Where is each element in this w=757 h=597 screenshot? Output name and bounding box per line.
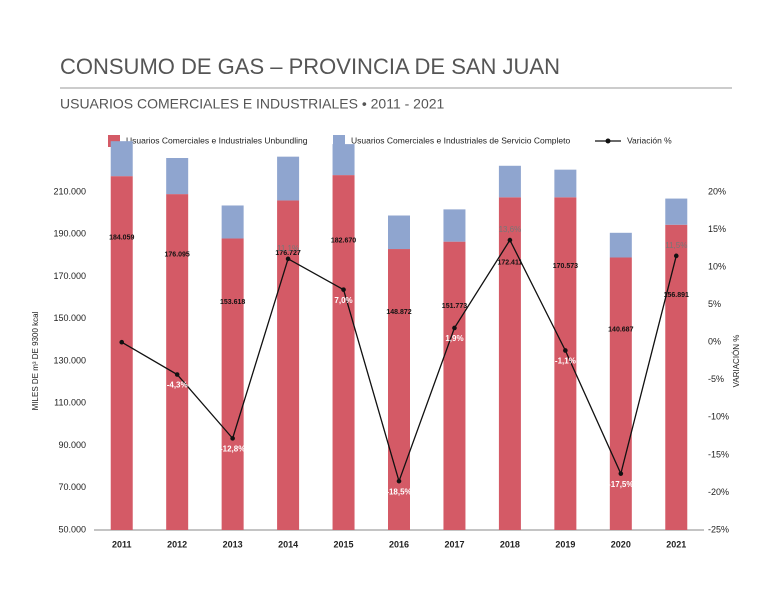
- x-tick-label: 2018: [500, 539, 520, 549]
- y2-tick-label: -10%: [708, 412, 729, 422]
- y2-tick-label: -5%: [708, 374, 724, 384]
- bar-segment: [665, 224, 688, 530]
- y2-tick-label: 15%: [708, 224, 726, 234]
- chart-subtitle: USUARIOS COMERCIALES E INDUSTRIALES • 20…: [60, 96, 445, 112]
- x-tick-label: 2013: [223, 539, 243, 549]
- total-label: 176.727: [275, 250, 300, 257]
- y-tick-label: 50.000: [58, 524, 86, 534]
- bar-segment: [388, 215, 410, 250]
- line-value-label: 11,1%: [277, 244, 299, 253]
- total-label: 156.891: [664, 292, 689, 299]
- bar-segment: [609, 257, 632, 530]
- line-point: [230, 436, 235, 441]
- y-tick-label: 90.000: [58, 440, 86, 450]
- x-tick-label: 2015: [334, 539, 354, 549]
- y2-tick-label: -25%: [708, 524, 729, 534]
- x-tick-label: 2017: [444, 539, 464, 549]
- x-tick-label: 2020: [611, 539, 631, 549]
- y2-tick-label: -15%: [708, 449, 729, 459]
- line-point: [507, 237, 513, 243]
- line-value-label: -12,8%: [220, 444, 245, 453]
- total-label: 148.872: [386, 309, 411, 316]
- y-tick-label: 210.000: [53, 186, 86, 196]
- line-point: [341, 287, 346, 292]
- line-value-label: 1,9%: [445, 334, 463, 343]
- total-label: 151.773: [442, 303, 467, 310]
- x-tick-label: 2014: [278, 539, 298, 549]
- x-tick-label: 2019: [555, 539, 575, 549]
- total-label: 172.411: [497, 259, 522, 266]
- line-point: [285, 256, 291, 262]
- total-label: 140.687: [608, 326, 633, 333]
- line-value-label: -4,3%: [167, 381, 188, 390]
- bar-segment: [665, 198, 688, 225]
- legend-swatch: [333, 135, 345, 147]
- line-point: [673, 253, 679, 259]
- y-tick-label: 70.000: [58, 482, 86, 492]
- bar-segment: [388, 249, 410, 530]
- bar-segment: [166, 194, 189, 531]
- line-value-label: -17,5%: [608, 480, 633, 489]
- legend-label: Usuarios Comerciales e Industriales de S…: [351, 135, 570, 145]
- bar-segment: [221, 205, 244, 239]
- y-tick-label: 110.000: [54, 398, 86, 408]
- y2-axis-label: VARIACIÓN %: [732, 335, 741, 388]
- y2-tick-label: 5%: [708, 299, 721, 309]
- total-label: 153.618: [220, 299, 245, 306]
- bar-segment: [554, 169, 577, 198]
- bar-segment: [110, 141, 133, 177]
- line-point: [563, 348, 568, 353]
- y-axis-label: MILES DE m³ DE 9300 kcal: [31, 311, 40, 410]
- x-tick-label: 2016: [389, 539, 409, 549]
- chart-title: CONSUMO DE GAS – PROVINCIA DE SAN JUAN: [60, 54, 560, 79]
- bar-segment: [110, 176, 133, 530]
- line-point: [119, 339, 125, 345]
- bar-segment: [332, 144, 355, 176]
- bar-segment: [609, 232, 632, 258]
- line-point: [396, 478, 402, 484]
- bar-segment: [277, 200, 300, 530]
- bar-segment: [166, 157, 189, 195]
- y2-tick-label: 10%: [708, 261, 726, 271]
- bar-segment: [498, 165, 521, 198]
- legend-label: Usuarios Comerciales e Industriales Unbu…: [126, 135, 308, 145]
- y-tick-label: 130.000: [53, 355, 86, 365]
- bar-segment: [221, 238, 244, 530]
- y2-tick-label: 0%: [708, 337, 721, 347]
- y2-tick-label: 20%: [708, 186, 726, 196]
- total-label: 182.670: [331, 238, 356, 245]
- line-value-label: 13,6%: [499, 225, 522, 234]
- total-label: 170.573: [553, 263, 578, 270]
- bar-segment: [554, 197, 577, 530]
- y-tick-label: 170.000: [53, 271, 86, 281]
- bar-segment: [332, 175, 355, 530]
- y-tick-label: 190.000: [53, 229, 86, 239]
- bar-segment: [443, 209, 466, 242]
- bar-segment: [443, 241, 466, 531]
- x-tick-label: 2012: [167, 539, 187, 549]
- legend-label: Variación %: [627, 135, 672, 145]
- total-label: 184.059: [109, 235, 134, 242]
- line-value-label: -18,5%: [386, 487, 411, 496]
- y-tick-label: 150.000: [53, 313, 86, 323]
- bar-segment: [277, 156, 300, 201]
- line-value-label: -1,1%: [555, 357, 576, 366]
- line-value-label: 11,5%: [665, 241, 687, 250]
- line-point: [174, 372, 180, 377]
- y2-tick-label: -20%: [708, 487, 729, 497]
- bar-segment: [498, 197, 521, 530]
- legend-marker: [605, 138, 611, 144]
- line-point: [452, 325, 457, 331]
- line-value-label: 7,0%: [334, 296, 352, 305]
- x-tick-label: 2011: [112, 539, 132, 549]
- x-tick-label: 2021: [666, 539, 686, 549]
- line-point: [618, 471, 624, 476]
- total-label: 176.095: [165, 251, 190, 258]
